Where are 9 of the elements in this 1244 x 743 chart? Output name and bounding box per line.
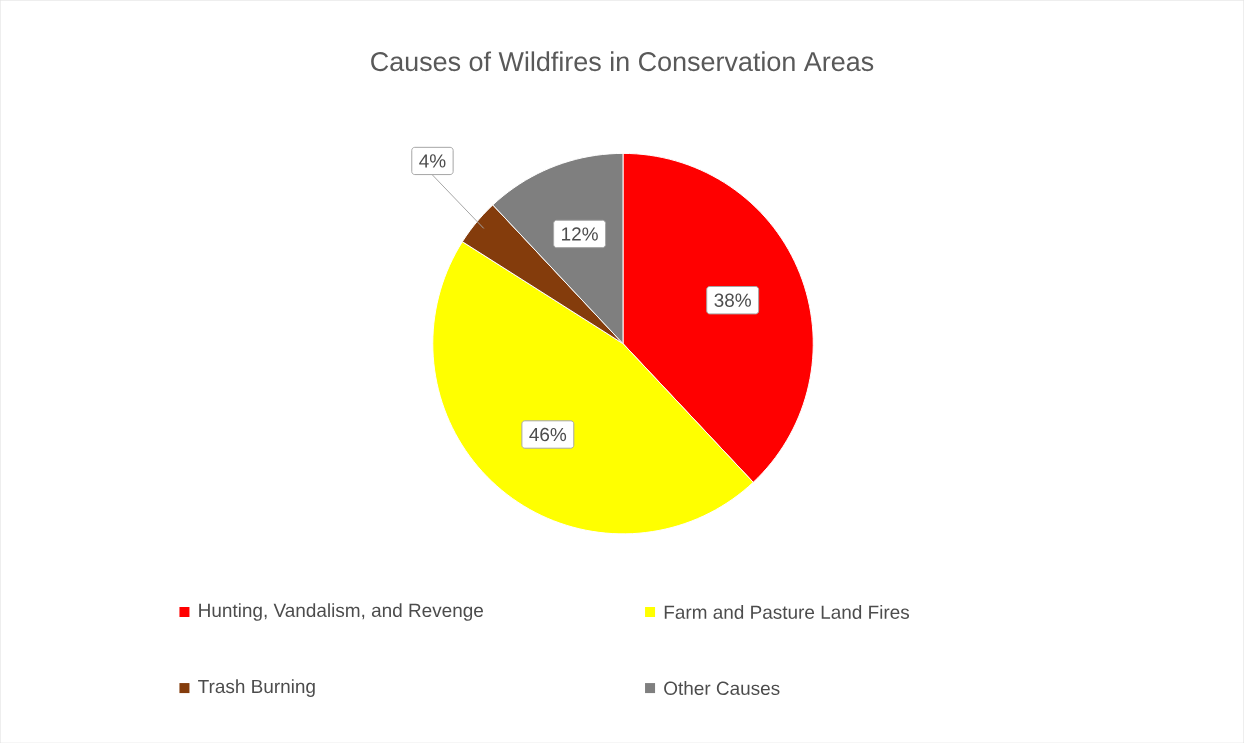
data-label: 4%	[419, 154, 446, 168]
data-label: 12%	[562, 227, 598, 241]
data-label: 46%	[529, 427, 567, 442]
chart-title: Causes of Wildfires in Conservation Areas	[371, 51, 874, 71]
legend-label: Trash Burning	[198, 679, 315, 697]
legend-label: Hunting, Vandalism, and Revenge	[199, 602, 483, 621]
legend-label: Other Causes	[664, 680, 780, 695]
legend-label: Farm and Pasture Land Fires	[664, 604, 910, 619]
data-label: 38%	[714, 293, 751, 307]
